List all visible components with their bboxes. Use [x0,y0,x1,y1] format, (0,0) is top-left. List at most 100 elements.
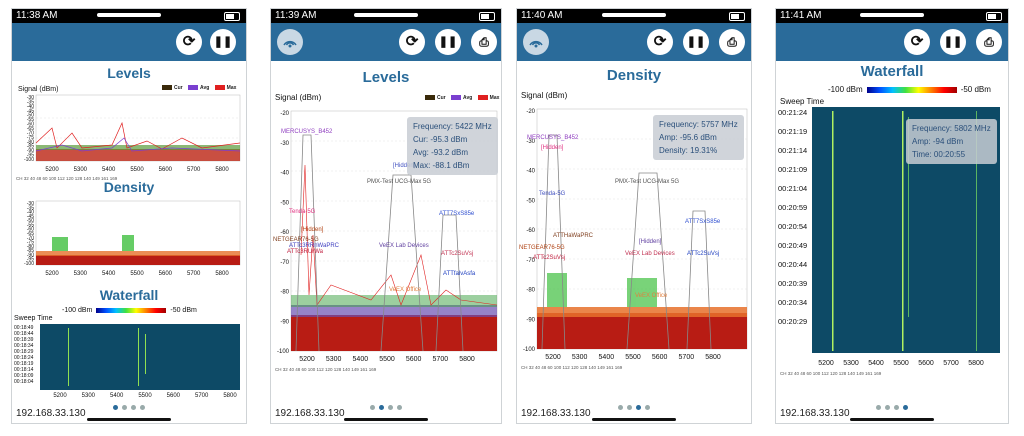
sweep-time-entry: 00:20:49 [778,241,808,250]
density-mini-chart[interactable]: -30-35-40-45-50-55-60-65-70-75-80-85-90-… [12,199,247,281]
x-tick-label: 5400 [353,356,369,363]
wifi-icon[interactable] [523,29,549,55]
x-tick-label: 5800 [459,356,475,363]
network-label: [Hidden] [541,145,564,151]
y-tick-label: -95 [27,153,34,159]
y-tick-label: -30 [27,95,34,101]
app-bar: ⟳ ❚❚ ⎙ [271,23,501,61]
y-tick-label: -70 [526,258,535,264]
waterfall-scale: -100 dBm -50 dBm [62,307,197,314]
sweep-time-entry: 00:21:24 [778,108,808,117]
app-bar: ⟳ ❚❚ ⎙ [517,23,751,61]
network-label: VeEX Office [635,293,668,299]
pause-button[interactable]: ❚❚ [683,29,709,55]
x-tick-label: 5800 [968,360,984,367]
y-tick-label: -60 [526,228,535,234]
y-tick-label: -55 [27,117,34,123]
battery-icon [479,12,495,21]
screen-overview: 11:38 AM ⟳ ❚❚ Levels Signal (dBm) Cur Av… [11,8,247,424]
y-tick-label: -90 [27,148,34,154]
home-indicator[interactable] [87,418,171,421]
x-tick-label: 5300 [326,356,342,363]
x-tick-label: 5700 [433,356,449,363]
sweep-time-entry: 00:20:39 [778,279,808,288]
export-button[interactable]: ⎙ [719,29,745,55]
network-label: ATTHaWaPRC [553,233,594,239]
page-indicator[interactable] [368,397,404,415]
y-tick-label: -100 [24,261,34,267]
signal-axis-label: Signal (dBm) [275,93,322,102]
battery-icon [729,12,745,21]
x-tick-label: 5800 [215,271,229,277]
battery-icon [224,12,240,21]
screen-levels: 11:39 AM ⟳ ❚❚ ⎙ Levels Signal (dBm) Cur … [270,8,502,424]
y-tick-label: -70 [27,130,34,136]
network-label: Tenda-5G [539,191,566,197]
y-tick-label: -100 [523,347,536,353]
clock: 11:38 AM [16,10,58,21]
x-tick-label: 5700 [679,354,695,361]
x-tick-label: 5400 [110,393,124,399]
waterfall-scale: -100 dBm -50 dBm [828,85,991,94]
y-tick-label: -30 [526,139,535,145]
x-tick-label: 5200 [818,360,834,367]
sweep-time-entry: 00:18:44 [14,331,34,337]
pause-button[interactable]: ❚❚ [210,29,236,55]
waterfall-title: Waterfall [860,63,924,80]
network-label: ATTc2SuVsj [441,251,473,257]
home-indicator[interactable] [344,418,428,421]
refresh-button[interactable]: ⟳ [647,29,673,55]
wifi-icon[interactable] [277,29,303,55]
signal-axis-label: Signal (dBm) [18,86,59,93]
levels-legend: Cur Avg Max [421,95,499,101]
app-bar: ⟳ ❚❚ ⎙ [776,23,1008,61]
x-tick-label: 5700 [187,271,201,277]
export-button[interactable]: ⎙ [471,29,497,55]
clock: 11:39 AM [275,10,317,21]
waterfall-mini-chart[interactable] [40,324,240,390]
y-tick-label: -100 [277,349,290,355]
page-indicator[interactable] [616,397,652,415]
y-tick-label: -50 [27,218,34,224]
y-tick-label: -70 [27,235,34,241]
sweep-time-entry: 00:18:34 [14,343,34,349]
network-label: PMX-Test UCG-Max 5G [615,179,679,185]
marker-info-box: Frequency: 5422 MHz Cur: -95.3 dBm Avg: -9… [407,117,498,175]
export-button[interactable]: ⎙ [976,29,1002,55]
notch-pill [860,13,924,17]
battery-icon [986,12,1002,21]
app-bar: ⟳ ❚❚ [12,23,246,61]
x-tick-label: 5200 [45,167,59,173]
levels-chart[interactable]: -20 -30 -40 -50 -60 -70 -80 -90 -100 MERCUSYS_B4… [271,105,502,375]
network-label: ATTc3RRnWaPRC [289,243,340,249]
refresh-button[interactable]: ⟳ [904,29,930,55]
pause-button[interactable]: ❚❚ [940,29,966,55]
levels-mini-chart[interactable]: -30-35-40-45-50-55-60-65-70-75-80-85-90-… [12,93,247,183]
sweep-time-entry: 00:18:09 [14,373,34,379]
x-tick-label: 5700 [943,360,959,367]
signal-axis-label: Signal (dBm) [521,91,568,100]
home-indicator[interactable] [850,418,934,421]
density-title: Density [103,179,155,195]
clock: 11:40 AM [521,10,563,21]
x-tick-label: 5500 [138,393,152,399]
network-label: ATT7SxS85e [439,211,475,217]
page-indicator[interactable] [111,397,147,415]
y-tick-label: -70 [280,260,289,266]
network-label: [Hidden] [639,239,662,245]
sweep-time-entry: 00:18:29 [14,349,34,355]
refresh-button[interactable]: ⟳ [399,29,425,55]
density-chart[interactable]: -20 -30 -40 -50 -60 -70 -80 -90 -100 MERCUSYS_B4… [517,103,752,373]
pause-button[interactable]: ❚❚ [435,29,461,55]
refresh-button[interactable]: ⟳ [176,29,202,55]
network-label: ATTfalvAsfa [443,271,476,277]
channel-row: CH 32 40 48 60 100 112 120 128 140 149 1… [16,176,118,181]
y-tick-label: -90 [280,319,289,325]
y-tick-label: -60 [27,227,34,233]
network-label: ATT7SxS85e [685,219,721,225]
device-ip: 192.168.33.130 [521,408,591,419]
page-indicator[interactable] [874,397,910,415]
status-bar: 11:38 AM [12,9,246,23]
home-indicator[interactable] [592,418,676,421]
x-tick-label: 5400 [599,354,615,361]
